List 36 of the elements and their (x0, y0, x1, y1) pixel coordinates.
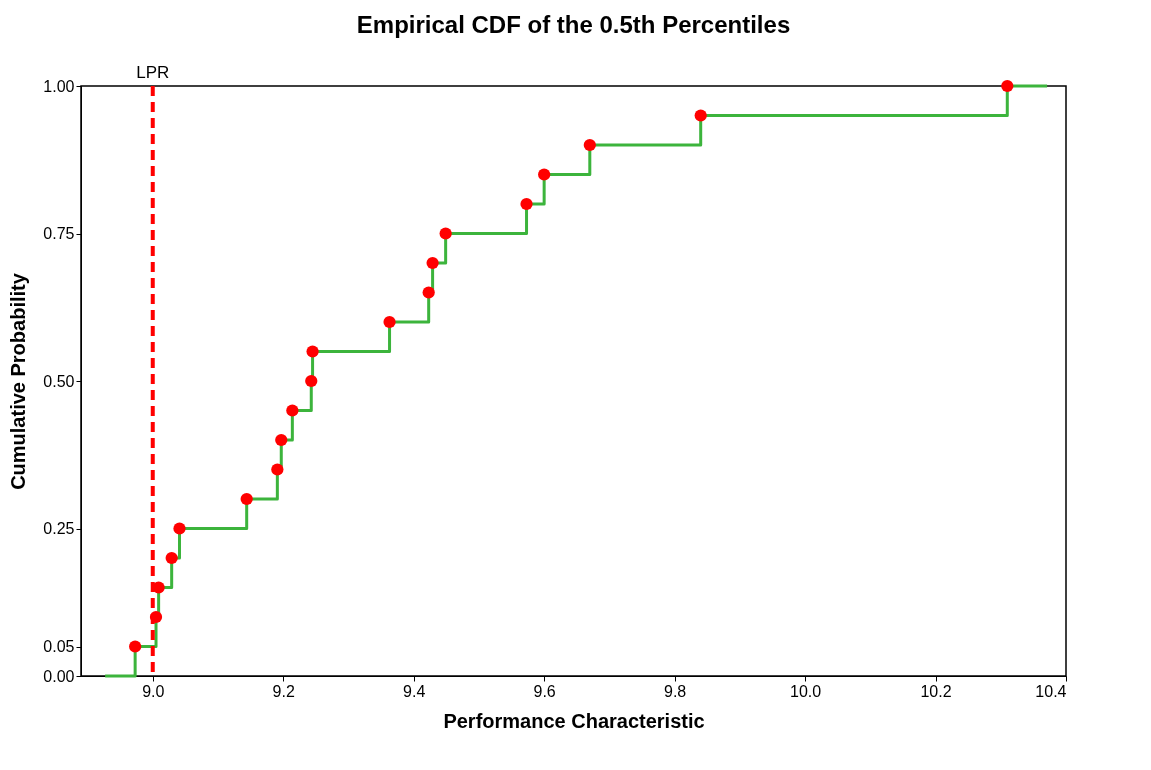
x-tick-label: 9.4 (403, 682, 426, 700)
x-tick-label: 9.0 (142, 682, 165, 700)
point (383, 315, 396, 329)
y-tick-label: 0.00 (43, 667, 75, 685)
point (583, 138, 596, 152)
point (305, 374, 318, 388)
y-tick-label: 0.50 (43, 372, 75, 390)
x-tick-label: 9.2 (272, 682, 295, 700)
point (275, 433, 288, 447)
y-tick-label: 0.25 (43, 520, 75, 537)
y-axis-title: Cumulative Probability (7, 272, 30, 490)
point (520, 197, 533, 211)
point (240, 492, 253, 506)
point (694, 109, 707, 122)
y-tick-label: 0.05 (43, 638, 75, 655)
x-tick-label: 10.4 (1035, 682, 1067, 700)
point (286, 404, 299, 417)
point (306, 345, 319, 358)
point (173, 522, 186, 535)
point (1001, 79, 1014, 93)
x-tick-label: 9.6 (533, 682, 556, 700)
point (129, 640, 142, 653)
ref-line-label: LPR (136, 63, 170, 82)
x-tick-label: 10.2 (920, 682, 952, 700)
x-axis-title: Performance Characteristic (443, 709, 705, 732)
y-tick-label: 0.75 (43, 225, 75, 242)
x-tick-label: 10.0 (790, 682, 822, 700)
point (165, 551, 178, 565)
point (538, 168, 551, 181)
point (271, 463, 284, 476)
chart-title: Empirical CDF of the 0.5th Percentiles (356, 11, 791, 38)
point (422, 286, 435, 299)
y-tick-label: 1.00 (43, 77, 75, 95)
point (439, 227, 452, 240)
point (426, 256, 439, 270)
x-tick-label: 9.8 (663, 682, 687, 700)
